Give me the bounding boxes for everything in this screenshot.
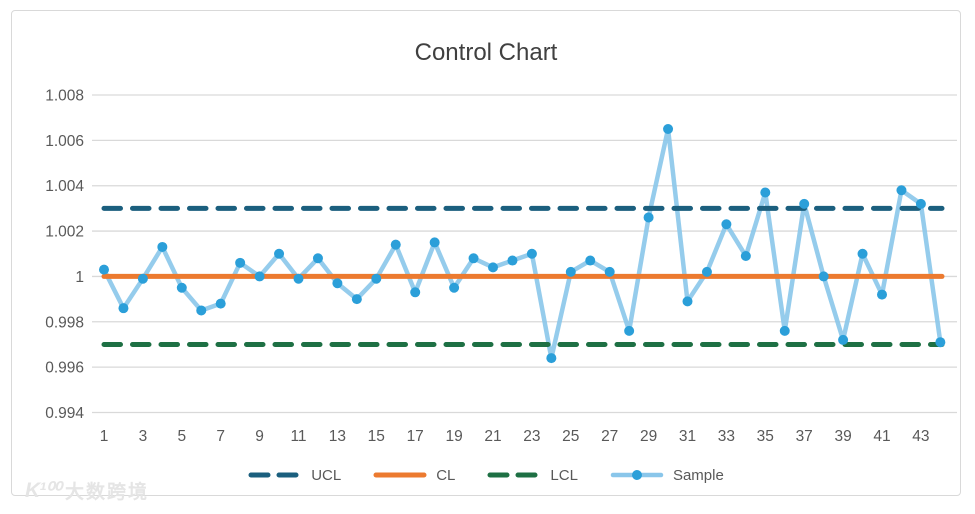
- sample-point[interactable]: [877, 289, 887, 300]
- y-axis-tick-label: 0.994: [45, 405, 84, 422]
- sample-point[interactable]: [468, 253, 479, 264]
- y-axis-tick-label: 0.996: [45, 360, 84, 377]
- sample-point[interactable]: [526, 248, 537, 259]
- x-axis-tick-label: 21: [484, 428, 501, 445]
- x-axis-tick-label: 9: [255, 428, 264, 445]
- x-axis-tick-label: 27: [601, 428, 618, 445]
- legend-label: UCL: [311, 466, 342, 484]
- x-axis-tick-label: 41: [873, 428, 890, 445]
- x-axis-tick-label: 5: [177, 428, 186, 445]
- sample-point[interactable]: [312, 253, 323, 264]
- x-axis-tick-label: 15: [368, 428, 385, 445]
- x-axis-tick-label: 37: [796, 428, 813, 445]
- y-axis-tick-label: 1.006: [45, 133, 84, 150]
- sample-point[interactable]: [118, 303, 129, 314]
- sample-point[interactable]: [585, 255, 596, 266]
- sample-point[interactable]: [779, 325, 790, 336]
- sample-point[interactable]: [429, 237, 440, 248]
- sample-point[interactable]: [99, 264, 109, 275]
- sample-point[interactable]: [857, 248, 868, 259]
- x-axis-tick-label: 11: [290, 428, 306, 445]
- legend-item-sample[interactable]: Sample: [610, 467, 724, 484]
- sample-point[interactable]: [565, 266, 576, 277]
- x-axis-tick-label: 25: [562, 428, 579, 445]
- y-axis-tick-label: 1.004: [45, 178, 84, 195]
- y-axis-tick-label: 0.998: [45, 314, 84, 331]
- sample-point[interactable]: [351, 294, 362, 305]
- x-axis-tick-label: 39: [834, 428, 851, 445]
- y-axis-tick-label: 1.008: [45, 88, 84, 105]
- sample-point[interactable]: [254, 271, 265, 282]
- legend-label: LCL: [550, 466, 578, 484]
- legend-swatch-ucl-icon: [248, 472, 302, 478]
- sample-point[interactable]: [274, 248, 285, 259]
- x-axis-tick-label: 43: [912, 428, 929, 445]
- chart-title: Control Chart: [414, 39, 558, 66]
- x-axis-tick-label: 31: [679, 428, 696, 445]
- sample-point[interactable]: [371, 273, 382, 284]
- watermark-text: 大数跨境: [65, 482, 150, 503]
- legend-item-lcl[interactable]: LCL: [487, 467, 578, 484]
- sample-point[interactable]: [293, 273, 304, 284]
- x-axis-tick-label: 23: [523, 428, 540, 445]
- sample-point[interactable]: [740, 251, 751, 262]
- sample-point[interactable]: [157, 241, 168, 252]
- sample-point[interactable]: [838, 334, 849, 345]
- sample-point[interactable]: [176, 282, 187, 293]
- sample-point[interactable]: [449, 282, 460, 293]
- sample-point[interactable]: [507, 255, 518, 266]
- y-axis-tick-label: 1: [75, 269, 84, 286]
- legend-item-ucl[interactable]: UCL: [248, 467, 341, 484]
- x-axis-tick-label: 17: [407, 428, 424, 445]
- sample-point[interactable]: [215, 298, 226, 309]
- legend-swatch-sample-icon: [610, 470, 664, 480]
- sample-point[interactable]: [701, 266, 712, 277]
- chart-legend: UCL CL LCL Sample: [12, 462, 960, 488]
- sample-point[interactable]: [604, 266, 615, 277]
- sample-point[interactable]: [390, 239, 401, 250]
- sample-point[interactable]: [818, 271, 829, 282]
- sample-point[interactable]: [196, 305, 207, 316]
- legend-item-cl[interactable]: CL: [373, 467, 455, 484]
- legend-swatch-cl-icon: [373, 472, 427, 478]
- sample-point[interactable]: [235, 257, 246, 268]
- legend-label: CL: [436, 466, 456, 484]
- sample-series-line: [101, 126, 943, 361]
- x-axis-tick-label: 7: [216, 428, 225, 445]
- sample-point[interactable]: [137, 273, 148, 284]
- watermark: K¹⁰⁰ 大数跨境: [25, 477, 149, 504]
- sample-point[interactable]: [896, 185, 907, 196]
- x-axis-tick-label: 1: [100, 428, 109, 445]
- sample-point[interactable]: [488, 262, 498, 273]
- sample-point[interactable]: [799, 198, 810, 209]
- sample-point[interactable]: [721, 219, 732, 230]
- sample-point[interactable]: [546, 353, 557, 364]
- legend-label: Sample: [672, 466, 724, 484]
- legend-swatch-lcl-icon: [487, 472, 541, 478]
- x-axis-tick-label: 19: [445, 428, 462, 445]
- x-axis-tick-label: 29: [640, 428, 657, 445]
- sample-point[interactable]: [663, 124, 674, 135]
- x-axis-tick-label: 33: [718, 428, 735, 445]
- sample-point[interactable]: [643, 212, 654, 223]
- y-axis-tick-label: 1.002: [45, 224, 84, 241]
- sample-point[interactable]: [624, 325, 635, 336]
- sample-point[interactable]: [682, 296, 693, 307]
- sample-point[interactable]: [332, 278, 343, 289]
- x-axis-tick-label: 35: [757, 428, 774, 445]
- watermark-logo-icon: K¹⁰⁰: [25, 479, 61, 502]
- chart-card: Control Chart 1.008 1.006 1.004 1.002 1 0.998…: [11, 10, 961, 503]
- x-axis-tick-label: 13: [329, 428, 346, 445]
- sample-point[interactable]: [760, 187, 771, 198]
- x-axis-tick-label: 3: [139, 428, 148, 445]
- sample-point[interactable]: [410, 287, 421, 298]
- sample-point[interactable]: [915, 198, 926, 209]
- sample-point[interactable]: [935, 337, 946, 348]
